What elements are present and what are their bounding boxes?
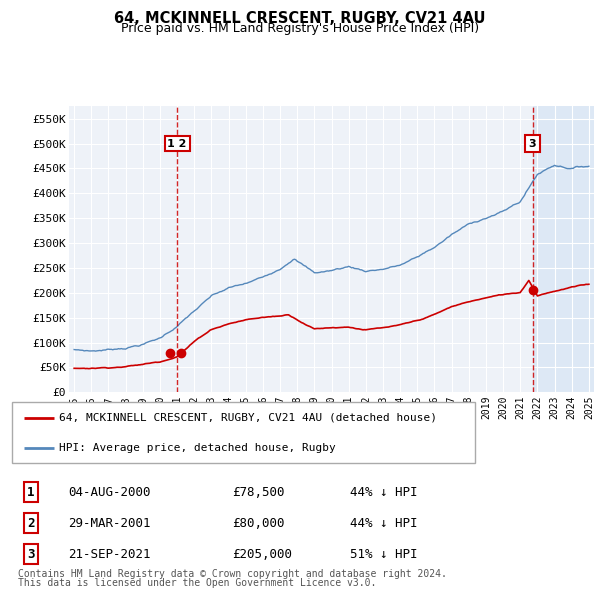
- Text: £205,000: £205,000: [233, 548, 293, 560]
- Text: £80,000: £80,000: [233, 517, 285, 530]
- FancyBboxPatch shape: [12, 402, 475, 463]
- Text: 64, MCKINNELL CRESCENT, RUGBY, CV21 4AU: 64, MCKINNELL CRESCENT, RUGBY, CV21 4AU: [114, 11, 486, 25]
- Text: Contains HM Land Registry data © Crown copyright and database right 2024.: Contains HM Land Registry data © Crown c…: [18, 569, 447, 579]
- Text: 3: 3: [27, 548, 35, 560]
- Text: 21-SEP-2021: 21-SEP-2021: [68, 548, 151, 560]
- Text: Price paid vs. HM Land Registry's House Price Index (HPI): Price paid vs. HM Land Registry's House …: [121, 22, 479, 35]
- Text: 04-AUG-2000: 04-AUG-2000: [68, 486, 151, 499]
- Text: £78,500: £78,500: [233, 486, 285, 499]
- Text: 1 2: 1 2: [167, 139, 187, 149]
- Text: 44% ↓ HPI: 44% ↓ HPI: [350, 486, 418, 499]
- Text: 2: 2: [27, 517, 35, 530]
- Text: 51% ↓ HPI: 51% ↓ HPI: [350, 548, 418, 560]
- Bar: [533, 106, 594, 392]
- Text: This data is licensed under the Open Government Licence v3.0.: This data is licensed under the Open Gov…: [18, 578, 376, 588]
- Text: 64, MCKINNELL CRESCENT, RUGBY, CV21 4AU (detached house): 64, MCKINNELL CRESCENT, RUGBY, CV21 4AU …: [59, 413, 437, 423]
- Text: 29-MAR-2001: 29-MAR-2001: [68, 517, 151, 530]
- Text: 44% ↓ HPI: 44% ↓ HPI: [350, 517, 418, 530]
- Text: 3: 3: [529, 139, 536, 149]
- Text: 1: 1: [27, 486, 35, 499]
- Text: HPI: Average price, detached house, Rugby: HPI: Average price, detached house, Rugb…: [59, 442, 335, 453]
